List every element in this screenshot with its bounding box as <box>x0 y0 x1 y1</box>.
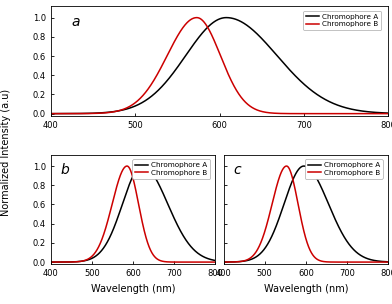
Chromophore A <box>292 176 296 179</box>
Chromophore B <box>240 259 245 263</box>
Chromophore A <box>301 164 306 168</box>
Chromophore B <box>87 112 92 115</box>
Chromophore A <box>383 260 387 264</box>
Chromophore A <box>77 260 82 263</box>
Chromophore A <box>386 260 390 264</box>
Chromophore A <box>210 258 214 262</box>
Chromophore B <box>49 112 53 116</box>
Chromophore A <box>87 112 92 115</box>
Chromophore B <box>194 16 199 19</box>
Chromophore B <box>213 260 218 264</box>
Line: Chromophore A: Chromophore A <box>223 166 388 262</box>
Chromophore B <box>192 260 197 264</box>
Chromophore A <box>107 110 112 114</box>
Chromophore B <box>365 260 370 264</box>
Line: Chromophore B: Chromophore B <box>51 166 216 262</box>
Chromophore B <box>49 260 53 264</box>
Chromophore B <box>119 171 123 175</box>
Chromophore B <box>112 195 116 199</box>
Chromophore A <box>140 164 145 168</box>
Line: Chromophore A: Chromophore A <box>51 18 388 114</box>
Chromophore A <box>250 257 254 261</box>
Chromophore A <box>192 249 197 252</box>
Line: Chromophore B: Chromophore B <box>223 166 388 262</box>
Legend: Chromophore A, Chromophore B: Chromophore A, Chromophore B <box>305 159 383 178</box>
Chromophore B <box>178 30 183 33</box>
Legend: Chromophore A, Chromophore B: Chromophore A, Chromophore B <box>303 11 381 30</box>
X-axis label: Wavelength (nm): Wavelength (nm) <box>263 284 348 294</box>
Chromophore A <box>379 111 384 115</box>
Chromophore B <box>77 260 82 263</box>
Chromophore A <box>192 41 197 44</box>
Chromophore B <box>67 260 72 264</box>
Chromophore A <box>284 194 289 198</box>
Line: Chromophore A: Chromophore A <box>51 166 216 262</box>
Chromophore B <box>250 255 254 258</box>
Chromophore A <box>49 260 53 264</box>
Chromophore B <box>125 164 129 168</box>
Chromophore B <box>192 16 197 20</box>
Chromophore B <box>210 260 214 264</box>
Chromophore A <box>343 106 348 109</box>
Chromophore B <box>221 260 226 264</box>
Chromophore B <box>383 260 387 264</box>
Chromophore A <box>240 260 245 263</box>
Chromophore A <box>67 260 72 264</box>
Chromophore A <box>224 16 229 19</box>
Text: b: b <box>61 163 69 177</box>
Chromophore A <box>365 257 370 260</box>
Chromophore A <box>221 260 226 264</box>
Chromophore B <box>386 112 390 116</box>
Chromophore B <box>379 112 384 116</box>
Legend: Chromophore A, Chromophore B: Chromophore A, Chromophore B <box>132 159 210 178</box>
Chromophore B <box>343 112 348 116</box>
Chromophore B <box>107 111 112 114</box>
Chromophore B <box>386 260 390 264</box>
Text: Normalized Intensity (a.u): Normalized Intensity (a.u) <box>1 88 11 216</box>
Text: a: a <box>71 15 80 29</box>
Chromophore A <box>119 206 123 210</box>
Chromophore A <box>213 259 218 262</box>
X-axis label: Wavelength (nm): Wavelength (nm) <box>91 284 176 294</box>
Text: c: c <box>234 163 241 177</box>
Chromophore A <box>178 61 183 65</box>
Line: Chromophore B: Chromophore B <box>51 18 388 114</box>
Chromophore B <box>284 164 289 168</box>
Chromophore A <box>386 111 390 115</box>
Chromophore A <box>49 112 53 116</box>
Chromophore A <box>112 226 116 229</box>
Chromophore B <box>292 182 296 185</box>
Chromophore B <box>284 164 289 168</box>
